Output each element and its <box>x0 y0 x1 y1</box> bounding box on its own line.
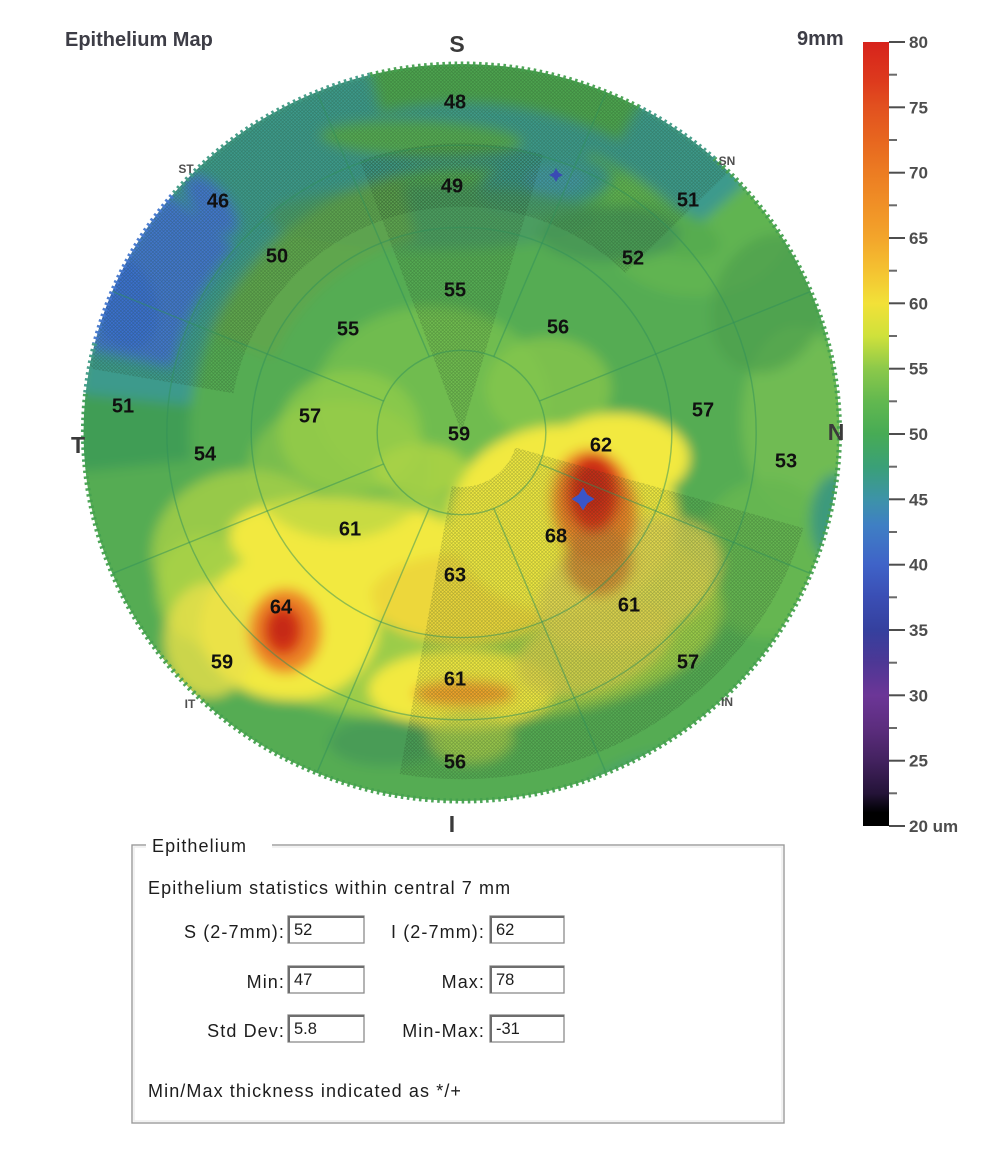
svg-text:59: 59 <box>448 423 470 445</box>
svg-text:68: 68 <box>545 525 567 547</box>
svg-text:SN: SN <box>719 154 736 168</box>
svg-text:52: 52 <box>622 247 644 269</box>
svg-text:Min:: Min: <box>247 972 285 992</box>
svg-text:57: 57 <box>677 651 699 673</box>
svg-text:Epithelium Map: Epithelium Map <box>65 29 213 51</box>
svg-text:T: T <box>71 432 85 458</box>
svg-text:Max:: Max: <box>442 972 485 992</box>
svg-text:55: 55 <box>444 279 466 301</box>
svg-text:57: 57 <box>692 399 714 421</box>
svg-text:35: 35 <box>909 621 928 640</box>
svg-text:48: 48 <box>444 91 466 113</box>
svg-text:Epithelium: Epithelium <box>152 836 247 856</box>
svg-text:Min-Max:: Min-Max: <box>402 1021 485 1041</box>
svg-text:47: 47 <box>294 971 312 989</box>
svg-text:57: 57 <box>299 405 321 427</box>
svg-text:61: 61 <box>339 518 361 540</box>
svg-text:78: 78 <box>496 971 514 989</box>
svg-text:30: 30 <box>909 686 928 705</box>
svg-text:Epithelium statistics within c: Epithelium statistics within central 7 m… <box>148 878 511 898</box>
svg-text:52: 52 <box>294 921 312 939</box>
svg-text:75: 75 <box>909 98 928 117</box>
svg-text:49: 49 <box>441 175 463 197</box>
svg-text:61: 61 <box>444 668 466 690</box>
svg-text:65: 65 <box>909 229 928 248</box>
svg-text:50: 50 <box>266 245 288 267</box>
svg-text:9mm: 9mm <box>797 28 844 50</box>
svg-text:64: 64 <box>270 596 293 618</box>
svg-text:50: 50 <box>909 425 928 444</box>
svg-text:54: 54 <box>194 443 217 465</box>
svg-text:55: 55 <box>337 318 359 340</box>
svg-text:I: I <box>449 811 455 837</box>
svg-text:53: 53 <box>775 450 797 472</box>
svg-text:61: 61 <box>618 594 640 616</box>
svg-text:51: 51 <box>112 395 134 417</box>
svg-text:ST: ST <box>178 162 194 176</box>
svg-text:62: 62 <box>590 434 612 456</box>
svg-text:N: N <box>828 419 845 445</box>
svg-text:55: 55 <box>909 360 928 379</box>
svg-text:S (2-7mm):: S (2-7mm): <box>184 922 285 942</box>
svg-text:62: 62 <box>496 921 514 939</box>
svg-text:80: 80 <box>909 33 928 52</box>
svg-text:40: 40 <box>909 556 928 575</box>
svg-text:I (2-7mm):: I (2-7mm): <box>391 922 485 942</box>
svg-text:59: 59 <box>211 651 233 673</box>
svg-text:63: 63 <box>444 564 466 586</box>
svg-text:45: 45 <box>909 490 928 509</box>
svg-text:20 um: 20 um <box>909 817 958 836</box>
svg-text:Std Dev:: Std Dev: <box>207 1021 285 1041</box>
svg-text:25: 25 <box>909 752 928 771</box>
svg-text:-31: -31 <box>496 1020 520 1038</box>
svg-text:5.8: 5.8 <box>294 1020 317 1038</box>
svg-text:70: 70 <box>909 164 928 183</box>
svg-text:60: 60 <box>909 294 928 313</box>
svg-text:Min/Max thickness indicated as: Min/Max thickness indicated as */+ <box>148 1081 462 1101</box>
svg-text:IT: IT <box>185 697 196 711</box>
svg-text:IN: IN <box>721 695 733 709</box>
svg-text:56: 56 <box>444 751 466 773</box>
svg-text:46: 46 <box>207 190 229 212</box>
svg-text:S: S <box>449 31 464 57</box>
svg-text:56: 56 <box>547 316 569 338</box>
svg-text:51: 51 <box>677 189 699 211</box>
